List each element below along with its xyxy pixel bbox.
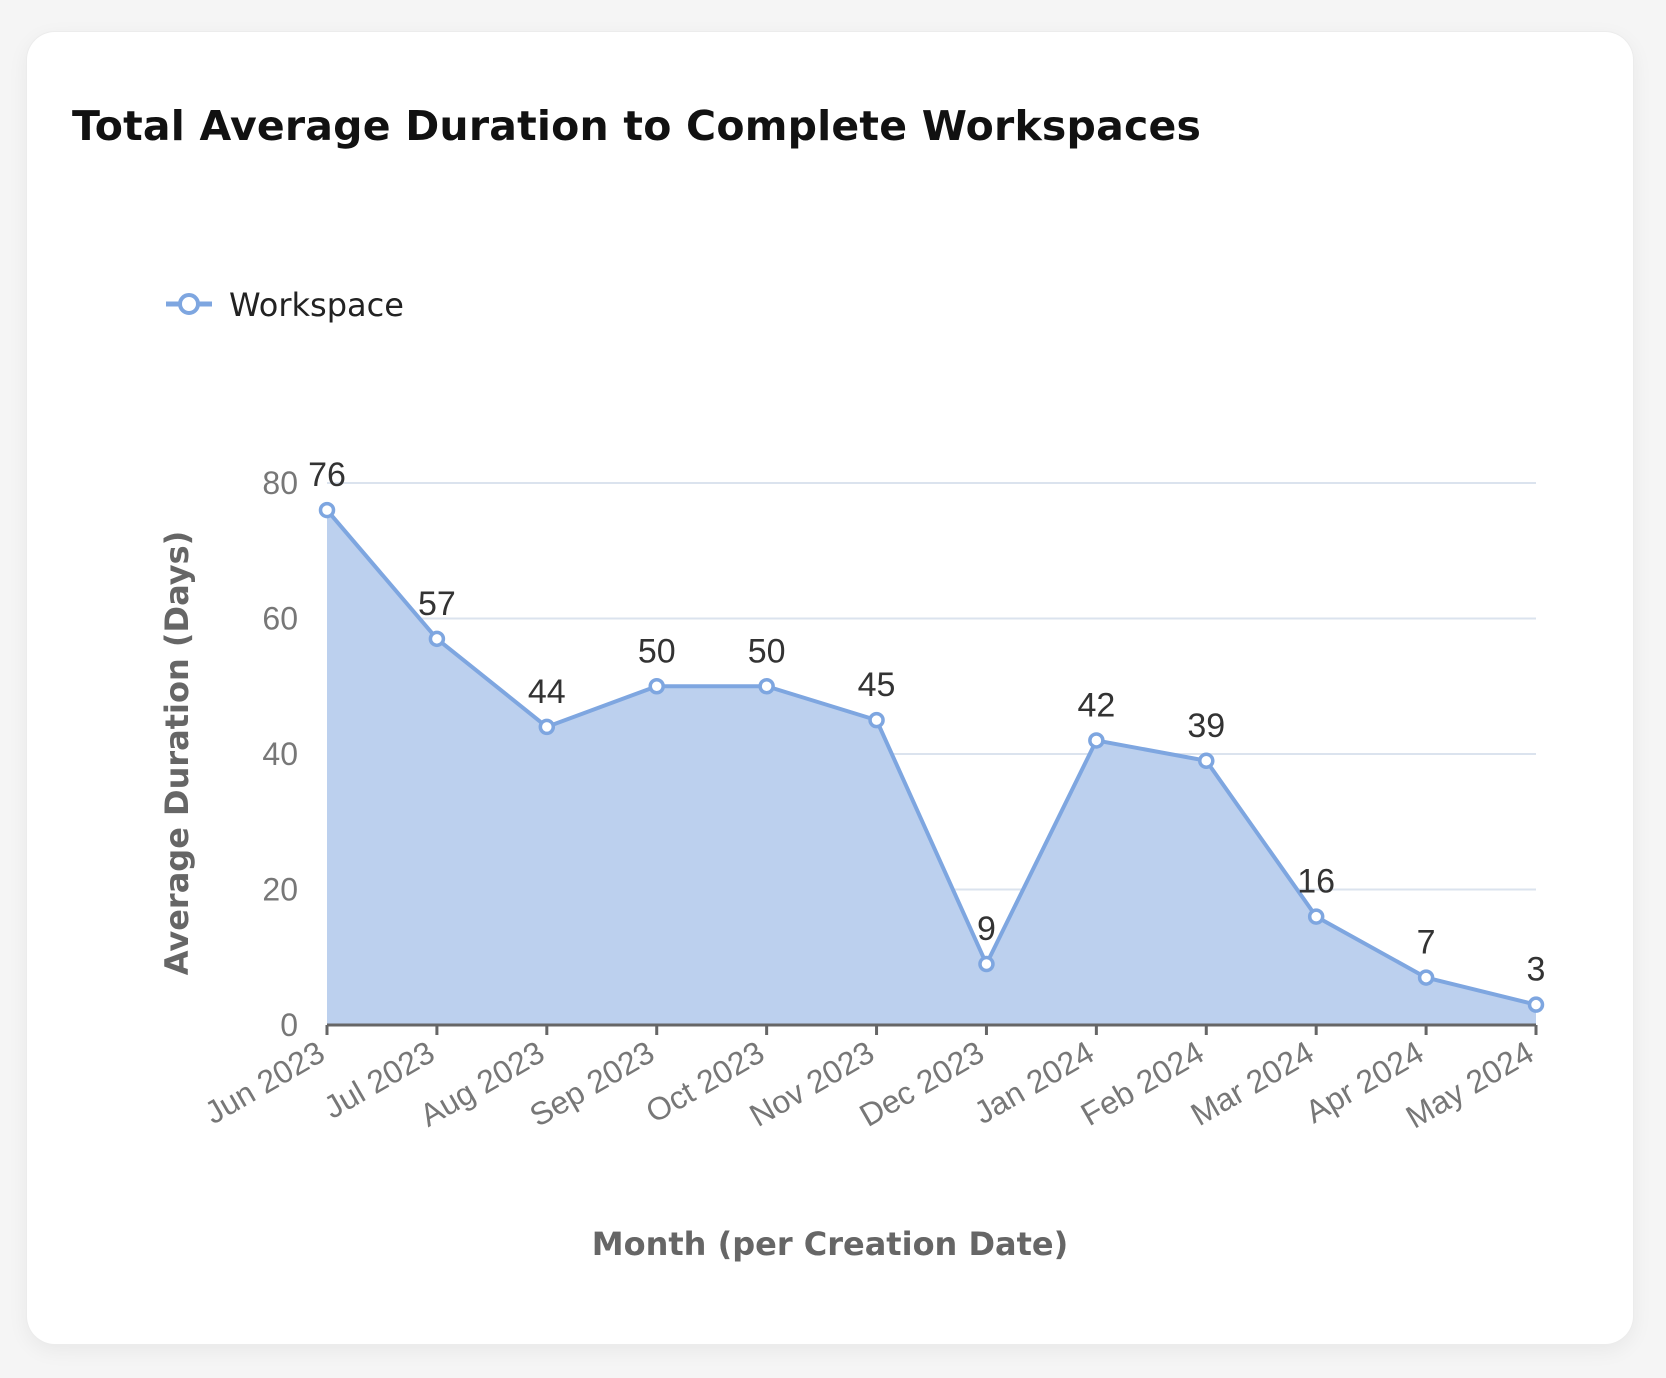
data-point-0 xyxy=(318,501,336,519)
x-tick-label-8: Feb 2024 xyxy=(1075,1034,1210,1133)
data-point-6 xyxy=(978,955,995,973)
y-ticks: 0 20 40 60 80 xyxy=(262,465,298,1043)
data-point-2 xyxy=(538,718,556,736)
data-point-9 xyxy=(1307,908,1325,925)
data-label-10: 7 xyxy=(1417,924,1436,962)
data-point-7 xyxy=(1088,732,1105,749)
chart-title: Total Average Duration to Complete Works… xyxy=(72,102,1202,150)
series-line xyxy=(325,508,1537,1007)
data-label-11: 3 xyxy=(1527,951,1546,989)
legend-marker-icon xyxy=(178,293,200,315)
data-label-1: 57 xyxy=(418,585,456,623)
data-label-4: 50 xyxy=(748,632,786,670)
y-axis-title: Average Duration (Days) xyxy=(158,531,196,976)
legend-label: Workspace xyxy=(229,286,404,324)
data-point-11 xyxy=(1527,996,1545,1013)
data-point-1 xyxy=(428,630,446,648)
x-axis-title: Month (per Creation Date) xyxy=(592,1225,1069,1263)
data-label-5: 45 xyxy=(858,666,896,704)
x-tick-label-5: Nov 2023 xyxy=(743,1034,880,1134)
data-point-8 xyxy=(1198,752,1215,770)
data-point-3 xyxy=(648,678,665,695)
y-tick-label-0: 0 xyxy=(280,1007,298,1043)
data-label-2: 44 xyxy=(528,673,566,711)
y-tick-label-80: 80 xyxy=(262,465,298,501)
x-tick-label-7: Jan 2024 xyxy=(968,1034,1100,1131)
grid-lines xyxy=(327,482,1536,891)
data-point-4 xyxy=(758,678,775,695)
x-tick-label-9: Mar 2024 xyxy=(1185,1034,1320,1133)
data-label-8: 39 xyxy=(1187,707,1225,745)
x-tick-label-2: Aug 2023 xyxy=(414,1034,551,1134)
x-tick-label-3: Sep 2023 xyxy=(524,1034,661,1134)
y-tick-label-20: 20 xyxy=(262,872,298,908)
data-point-5 xyxy=(868,711,885,729)
series-area-fill xyxy=(327,510,1536,1026)
axis-layer xyxy=(325,1023,1538,1035)
markers xyxy=(318,501,1545,1013)
data-label-6: 9 xyxy=(977,910,996,948)
x-tick-label-6: Dec 2023 xyxy=(853,1034,990,1134)
data-label-3: 50 xyxy=(638,632,676,670)
legend[interactable]: Workspace xyxy=(166,286,404,324)
data-point-10 xyxy=(1417,969,1435,986)
x-tick-label-11: May 2024 xyxy=(1400,1034,1540,1135)
data-label-9: 16 xyxy=(1297,863,1335,901)
chart-card xyxy=(27,32,1633,1344)
x-tick-label-0: Jun 2023 xyxy=(198,1034,330,1131)
data-label-0: 76 xyxy=(308,456,346,494)
data-labels: 76 57 44 50 50 45 9 42 39 16 7 3 xyxy=(308,456,1545,989)
data-label-7: 42 xyxy=(1077,686,1115,724)
y-tick-label-60: 60 xyxy=(262,601,298,637)
area-layer xyxy=(325,508,1537,1026)
y-tick-label-40: 40 xyxy=(262,736,298,772)
